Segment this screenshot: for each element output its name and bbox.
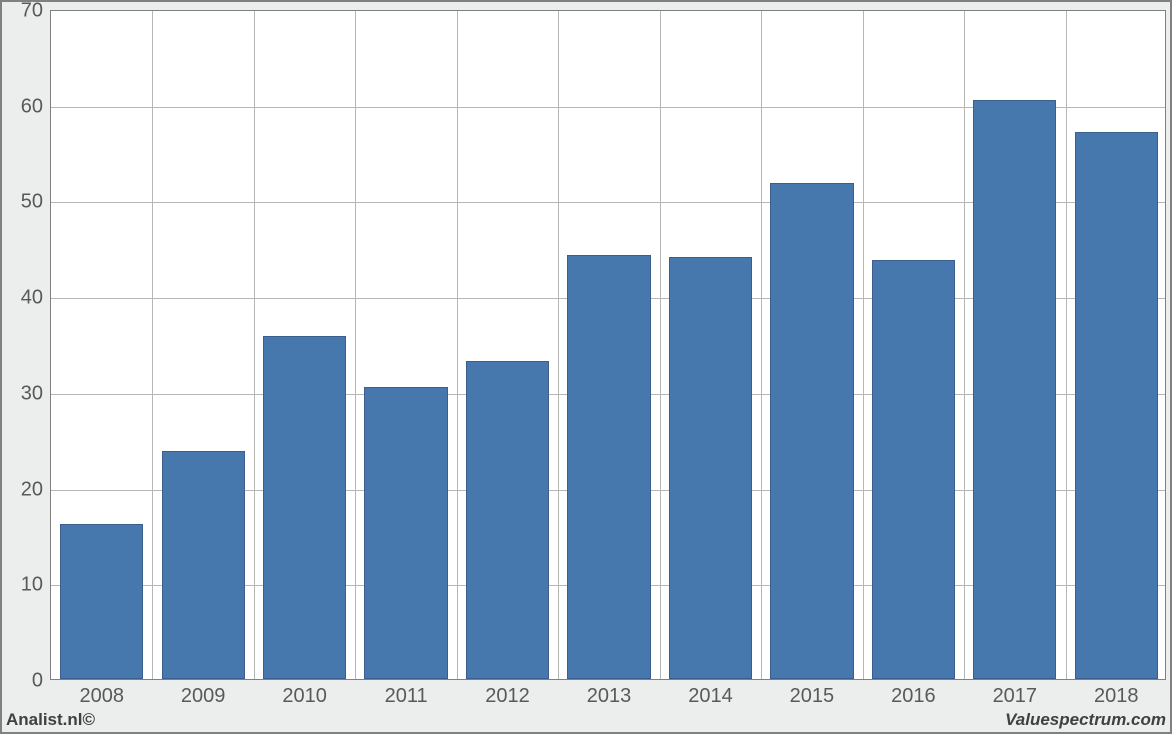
gridline-vertical bbox=[558, 11, 559, 679]
gridline-vertical bbox=[761, 11, 762, 679]
y-tick-label: 70 bbox=[21, 0, 43, 23]
gridline-vertical bbox=[964, 11, 965, 679]
y-tick-label: 40 bbox=[21, 287, 43, 310]
bar bbox=[466, 361, 549, 679]
x-tick-label: 2016 bbox=[891, 685, 936, 708]
y-tick-label: 0 bbox=[32, 670, 43, 693]
chart-frame: 0 10 20 30 40 50 60 70 2008 2009 2010 2011 2012 2013 2… bbox=[0, 0, 1172, 734]
gridline-vertical bbox=[1066, 11, 1067, 679]
y-tick-label: 60 bbox=[21, 95, 43, 118]
x-tick-label: 2017 bbox=[993, 685, 1038, 708]
x-tick-label: 2008 bbox=[79, 685, 124, 708]
bar bbox=[364, 387, 447, 679]
bar bbox=[872, 260, 955, 679]
gridline-vertical bbox=[863, 11, 864, 679]
footer-right: Valuespectrum.com bbox=[1005, 710, 1166, 730]
x-tick-label: 2013 bbox=[587, 685, 632, 708]
y-tick-label: 50 bbox=[21, 191, 43, 214]
gridline-vertical bbox=[152, 11, 153, 679]
bar bbox=[60, 524, 143, 679]
x-tick-label: 2014 bbox=[688, 685, 733, 708]
x-tick-label: 2012 bbox=[485, 685, 530, 708]
bar bbox=[162, 451, 245, 679]
y-tick-label: 20 bbox=[21, 478, 43, 501]
gridline-vertical bbox=[660, 11, 661, 679]
x-tick-label: 2011 bbox=[385, 685, 428, 708]
bar bbox=[567, 255, 650, 679]
plot-area: 0102030405060702008200920102011201220132… bbox=[50, 10, 1166, 680]
bar bbox=[973, 100, 1056, 679]
bar bbox=[770, 183, 853, 679]
bar bbox=[669, 257, 752, 679]
bar bbox=[1075, 132, 1158, 679]
footer-left: Analist.nl© bbox=[6, 710, 95, 730]
gridline-vertical bbox=[355, 11, 356, 679]
y-tick-label: 30 bbox=[21, 382, 43, 405]
gridline-vertical bbox=[254, 11, 255, 679]
gridline-vertical bbox=[457, 11, 458, 679]
x-tick-label: 2018 bbox=[1094, 685, 1139, 708]
x-tick-label: 2009 bbox=[181, 685, 226, 708]
x-tick-label: 2015 bbox=[790, 685, 835, 708]
x-tick-label: 2010 bbox=[282, 685, 327, 708]
y-tick-label: 10 bbox=[21, 574, 43, 597]
bar bbox=[263, 336, 346, 679]
